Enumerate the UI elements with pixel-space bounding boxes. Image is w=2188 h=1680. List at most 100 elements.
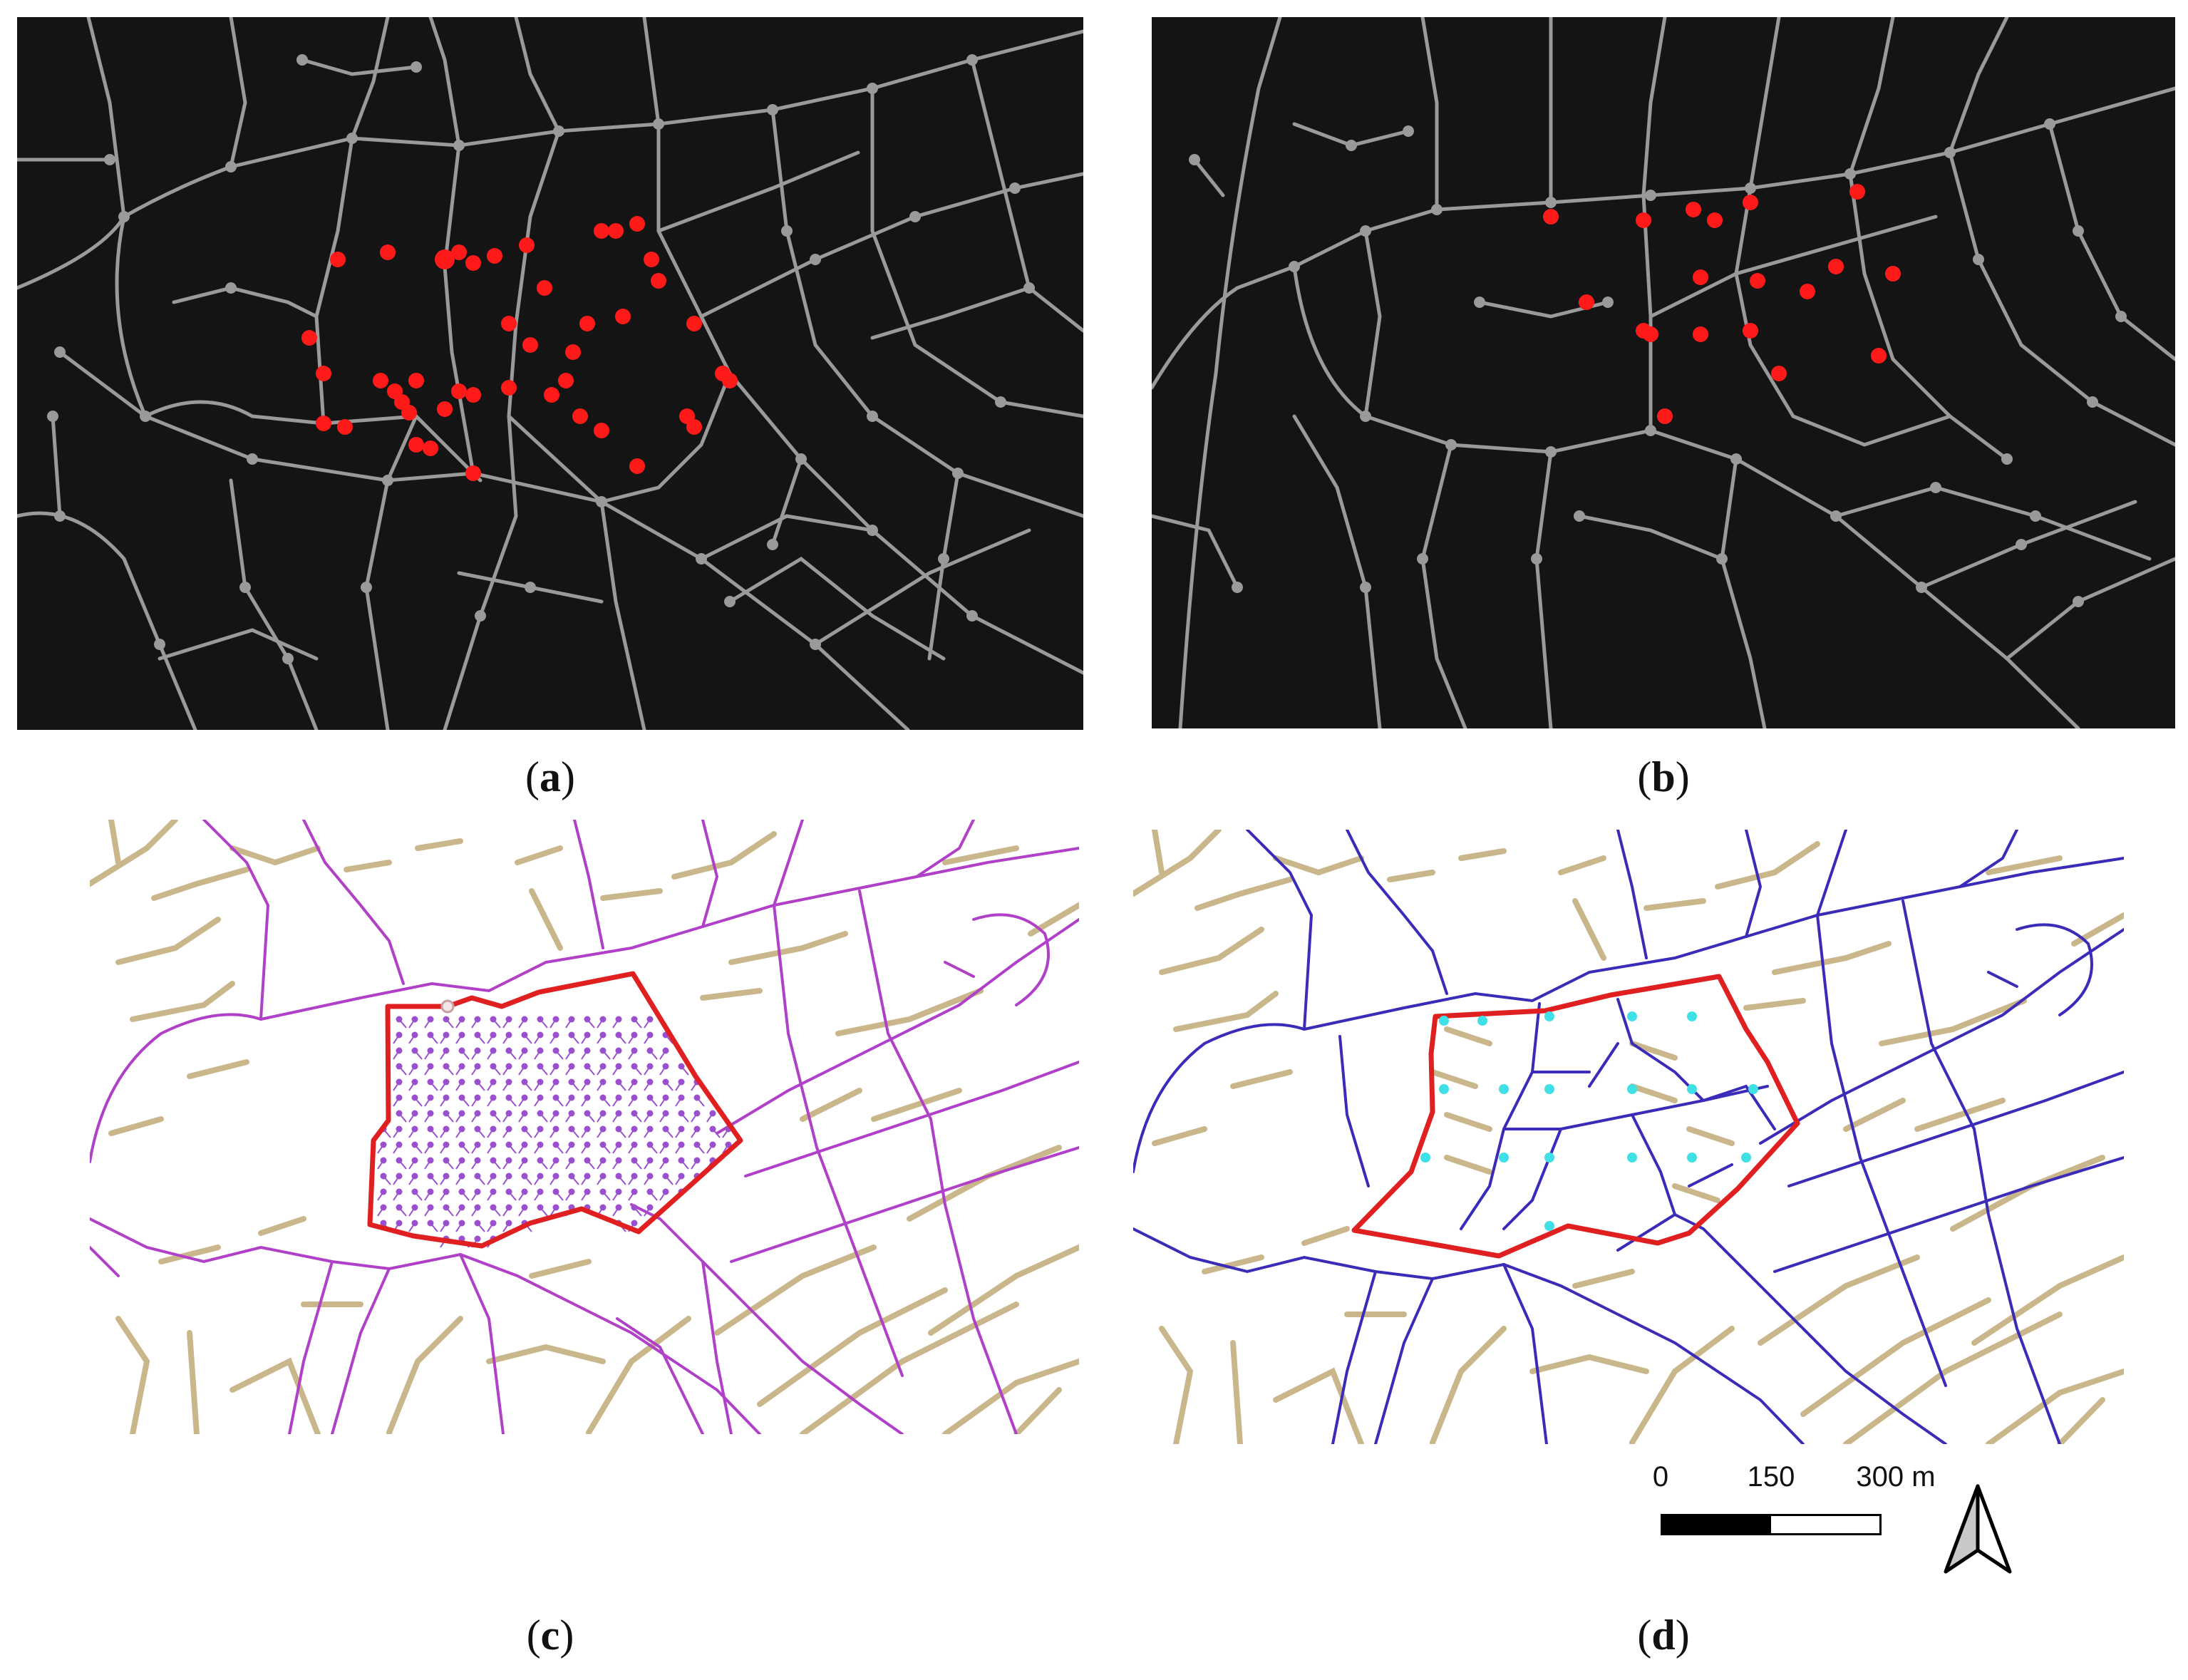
grid-point [505,1094,512,1101]
grid-point [411,1094,418,1101]
grid-point [552,1047,559,1054]
grid-point [443,1157,450,1164]
road-network-a [17,17,1083,730]
grid-point [537,1078,544,1086]
grid-point [631,1016,638,1023]
grid-point [537,1141,544,1148]
grid-point [380,1220,387,1227]
grid-point [537,1157,544,1164]
grid-point [411,1157,418,1164]
grid-point [599,1204,607,1211]
sample-points [1420,1011,1758,1231]
grid-point [678,1125,685,1133]
grid-point [380,1173,387,1180]
grid-point [615,1125,622,1133]
grid-point [552,1110,559,1117]
grid-point [537,1016,544,1023]
tan-roads [90,820,1079,1434]
grid-point [709,1110,716,1117]
grid-point [458,1063,465,1070]
grid-point [599,1078,607,1086]
road-network-c [90,820,1079,1434]
grid-point [693,1110,701,1117]
grid-point [458,1173,465,1180]
grid-point [411,1188,418,1195]
grid-point [443,1016,450,1023]
grid-point [646,1173,654,1180]
grid-point [396,1157,403,1164]
grid-point [678,1078,685,1086]
grid-point [427,1204,434,1211]
boundary-vertex [440,999,455,1014]
grid-point [443,1204,450,1211]
grid-point [584,1173,591,1180]
grid-point [490,1173,497,1180]
grid-point [396,1173,403,1180]
grid-point [443,1188,450,1195]
grid-point [427,1063,434,1070]
grid-point [396,1204,403,1211]
grid-point [474,1220,481,1227]
grid-point [615,1188,622,1195]
grid-point [678,1110,685,1117]
grid-point [615,1063,622,1070]
grid-point [411,1016,418,1023]
map-panel-c [90,820,1079,1434]
grid-point [537,1110,544,1117]
grid-point [599,1016,607,1023]
grid-point [521,1031,528,1039]
grid-point [599,1157,607,1164]
purple-grid [377,1016,732,1248]
grid-point [521,1110,528,1117]
grid-point [584,1141,591,1148]
road-lines [1152,17,2175,728]
grid-point [490,1094,497,1101]
grid-point [615,1094,622,1101]
grid-point [490,1078,497,1086]
grid-point [678,1094,685,1101]
grid-point [552,1063,559,1070]
grid-point [505,1078,512,1086]
grid-point [599,1110,607,1117]
grid-point [380,1141,387,1148]
grid-point [505,1110,512,1117]
grid-point [505,1141,512,1148]
grid-point [584,1047,591,1054]
grid-point [505,1188,512,1195]
grid-point [599,1173,607,1180]
grid-point [599,1063,607,1070]
grid-point [709,1125,716,1133]
grid-point [631,1078,638,1086]
grid-point [505,1063,512,1070]
grid-point [646,1047,654,1054]
road-network-d [1133,830,2124,1444]
grid-point [631,1220,638,1227]
purple-roads [90,820,1079,1434]
caption-d: (d) [1637,1612,1690,1659]
scale-label-0: 0 [1652,1461,1669,1493]
grid-point [662,1141,669,1148]
grid-point [521,1125,528,1133]
grid-point [568,1047,575,1054]
grid-point [584,1016,591,1023]
caption-c: (c) [526,1612,574,1659]
grid-point [552,1188,559,1195]
road-network-b [1152,17,2175,728]
grid-point [552,1031,559,1039]
grid-point [552,1078,559,1086]
grid-point [568,1157,575,1164]
study-area-boundary [367,971,743,1249]
grid-point [458,1141,465,1148]
grid-point [443,1125,450,1133]
grid-point [427,1220,434,1227]
grid-point [396,1078,403,1086]
grid-point [599,1188,607,1195]
map-panel-b [1152,17,2175,728]
grid-point [411,1031,418,1039]
grid-point [458,1157,465,1164]
grid-point [505,1031,512,1039]
grid-point [646,1110,654,1117]
grid-point [396,1094,403,1101]
grid-point [646,1125,654,1133]
grid-point [537,1188,544,1195]
